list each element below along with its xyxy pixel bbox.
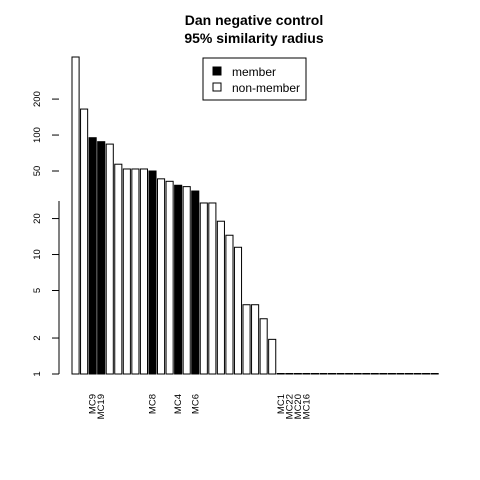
bar-non-member (370, 373, 379, 375)
bar-non-member (71, 56, 80, 375)
bar-non-member (122, 168, 131, 375)
bar-non-member (182, 186, 191, 375)
bar-label-mc4: MC4 (173, 394, 184, 414)
chart-subtitle: 95% similarity radius (184, 30, 324, 46)
bar-non-member (379, 373, 388, 375)
bar-non-member (310, 373, 319, 375)
bar-non-member (242, 304, 251, 375)
bar-non-member (353, 373, 362, 375)
bar-label-mc1: MC1 (276, 394, 287, 414)
y-tick-label: 200 (32, 91, 43, 107)
bar-non-member (225, 234, 234, 375)
bar-non-member (362, 373, 371, 375)
y-tick-label: 1 (32, 371, 43, 376)
legend-label-non-member: non-member (232, 81, 300, 95)
chart-title: Dan negative control (185, 12, 323, 28)
bar-non-member (165, 180, 174, 375)
bar-label-mc20: MC20 (293, 394, 304, 419)
bar-non-member (199, 202, 208, 375)
bar-label-mc6: MC6 (190, 394, 201, 414)
bar-non-member (319, 373, 328, 375)
bar-member (174, 184, 183, 375)
bar-non-member (396, 373, 405, 375)
bar-member (88, 137, 97, 375)
legend-swatch-member (212, 66, 222, 76)
bar-member (302, 373, 311, 375)
bar-non-member (268, 338, 277, 375)
bar-non-member (328, 373, 337, 375)
bar-non-member (251, 304, 260, 375)
y-tick-label: 50 (32, 166, 43, 177)
bar-non-member (413, 373, 422, 375)
bars (71, 56, 439, 375)
bar-member (285, 373, 294, 375)
bar-non-member (404, 373, 414, 375)
y-axis: 1 2 5 10 20 50 100 200 (32, 91, 60, 377)
bar-non-member (336, 373, 345, 375)
bar-non-member (430, 373, 439, 375)
y-tick-label: 100 (32, 127, 43, 143)
y-tick-label: 10 (32, 249, 43, 260)
bar-member (293, 373, 302, 375)
legend: member non-member (202, 57, 307, 101)
bar-non-member (208, 202, 217, 375)
bar-non-member (233, 246, 243, 375)
bar-member (276, 373, 285, 375)
y-tick-label: 20 (32, 213, 43, 224)
bar-non-member (80, 108, 89, 375)
bar-non-member (387, 373, 396, 375)
bar-non-member (157, 178, 166, 375)
bar-label-mc8: MC8 (148, 394, 159, 414)
legend-box (202, 57, 307, 101)
bar-label-mc19: MC19 (96, 394, 107, 419)
bar-non-member (131, 168, 140, 375)
y-tick-label: 2 (32, 335, 43, 340)
bar-non-member (259, 318, 268, 375)
bar-non-member (345, 373, 354, 375)
bar-label-mc16: MC16 (301, 394, 312, 419)
bar-non-member (422, 373, 431, 375)
y-tick-label: 5 (32, 288, 43, 293)
legend-label-member: member (232, 65, 276, 79)
legend-swatch-non-member (212, 82, 222, 92)
bar-non-member (216, 220, 225, 375)
bar-label-mc22: MC22 (284, 394, 295, 419)
bar-non-member (139, 168, 148, 375)
bar-non-member (114, 163, 123, 375)
bar-member (148, 170, 157, 375)
bar-member (191, 190, 200, 375)
bar-label-mc9: MC9 (88, 394, 99, 414)
bar-member (97, 141, 106, 375)
bar-non-member (105, 143, 114, 375)
